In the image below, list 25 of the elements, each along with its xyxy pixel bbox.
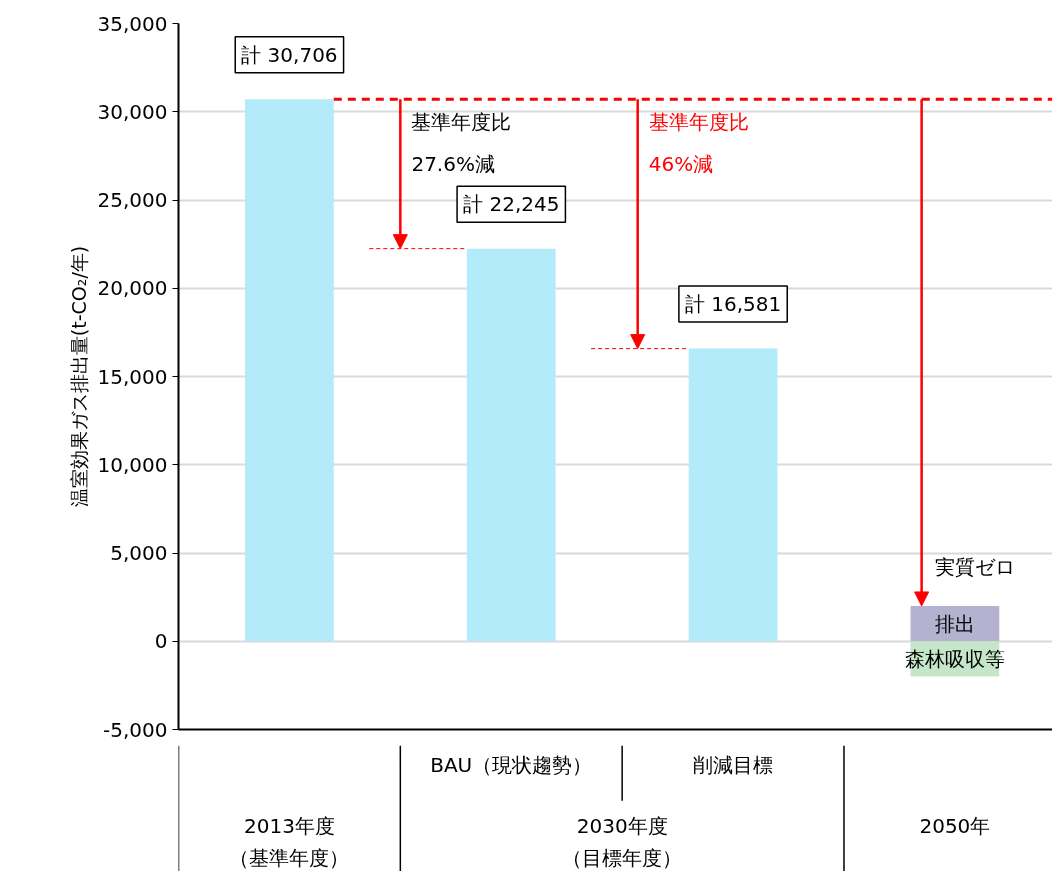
series-label: 排出: [934, 611, 975, 636]
annotation: 基準年度比 46%減: [648, 109, 749, 176]
y-tick-label: 30,000: [97, 99, 168, 124]
data-label: 計 30,706: [241, 42, 338, 67]
text: 2013年度: [243, 813, 335, 838]
y-tick-label: -5,000: [103, 717, 168, 742]
x-tick-label: 削減目標: [693, 752, 774, 777]
y-tick-label: 20,000: [97, 276, 168, 301]
y-tick-label: 15,000: [97, 364, 168, 389]
data-label: 計 16,581: [684, 292, 782, 317]
y-tick-label: 0: [154, 629, 168, 654]
annotation: 実質ゼロ: [934, 555, 1015, 580]
data-label: 計 22,245: [463, 192, 560, 217]
text: （目標年度）: [562, 846, 683, 871]
y-tick-label: 35,000: [97, 11, 168, 36]
text: 2050年: [919, 813, 991, 838]
y-tick-label: 10,000: [97, 452, 168, 477]
text: （基準年度）: [229, 846, 350, 871]
y-tick-label: 5,000: [110, 541, 168, 565]
y-axis-title: 温室効果ガス排出量(t-CO₂/年): [67, 245, 90, 508]
x-tick-label: BAU（現状趨勢）: [430, 752, 593, 777]
text: 2030年度: [576, 813, 668, 838]
y-tick-label: 25,000: [97, 188, 168, 212]
series-label: 森林吸収等: [904, 646, 1005, 671]
annotation: 基準年度比 27.6%減: [411, 109, 512, 176]
